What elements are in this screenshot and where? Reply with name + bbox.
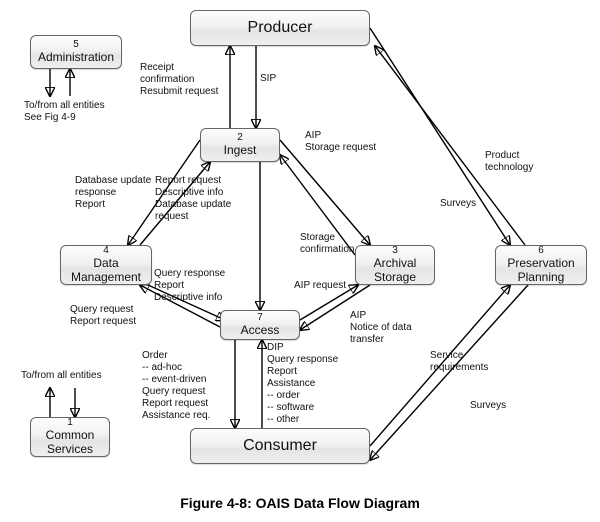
node-common-services: 1 Common Services [30,417,110,457]
label-svc-req: Service requirements [430,350,488,374]
node-label: Producer [248,19,313,37]
label-dip: DIP Query response Report Assistance -- … [267,342,338,426]
node-label: Consumer [243,437,317,455]
label-rr-di: Report request Descriptive info Database… [155,175,231,223]
label-qr-rr: Query request Report request [70,304,136,328]
label-db-resp: Database update response Report [75,175,151,211]
label-sip: SIP [260,73,276,85]
node-label: Administration [38,51,114,65]
diagram-stage: Producer Consumer 1 Common Services 2 In… [0,0,600,522]
node-administration: 5 Administration [30,35,122,69]
label-surveys-1: Surveys [440,198,476,210]
node-label: Archival Storage [356,257,434,285]
node-label: Data Management [61,257,151,285]
node-consumer: Consumer [190,428,370,464]
label-order: Order -- ad-hoc -- event-driven Query re… [142,350,210,422]
label-entities-1: To/from all entities See Fig 4-9 [24,100,105,124]
figure-caption: Figure 4-8: OAIS Data Flow Diagram [0,495,600,511]
node-data-management: 4 Data Management [60,245,152,285]
node-ingest: 2 Ingest [200,128,280,162]
label-entities-2: To/from all entities [21,370,102,382]
label-aip-store: AIP Storage request [305,130,376,154]
node-archival-storage: 3 Archival Storage [355,245,435,285]
label-qr-rep-di: Query response Report Descriptive info [154,268,225,304]
label-aip-req: AIP request [294,280,346,292]
label-aip-notice: AIP Notice of data transfer [350,310,412,346]
node-producer: Producer [190,10,370,46]
node-label: Access [241,324,280,338]
label-surveys-2: Surveys [470,400,506,412]
node-label: Ingest [224,144,257,158]
label-store-conf: Storage confirmation [300,232,354,256]
node-label: Common Services [31,429,109,457]
node-label: Preservation Planning [496,257,586,285]
label-receipt: Receipt confirmation Resubmit request [140,62,218,98]
node-preservation-planning: 6 Preservation Planning [495,245,587,285]
node-access: 7 Access [220,310,300,340]
label-prod-tech: Product technology [485,150,533,174]
